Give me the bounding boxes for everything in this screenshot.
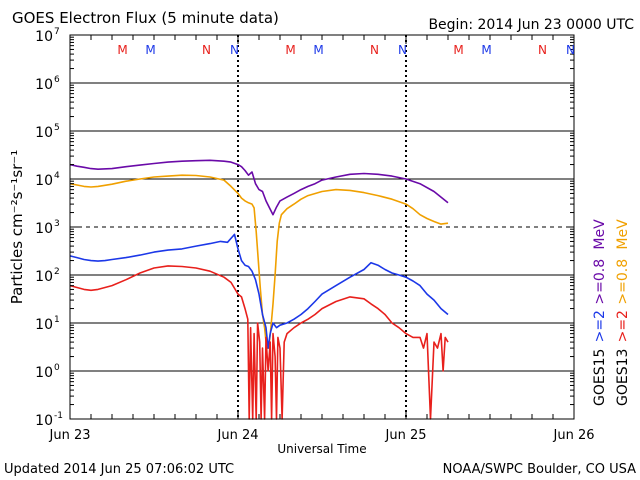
- x-tick-label: Jun 25: [385, 428, 427, 443]
- y-tick-label: 10: [35, 221, 53, 237]
- local-time-marker: M: [481, 43, 491, 57]
- y-tick-exponent: 1: [54, 315, 60, 325]
- series-line-0: [69, 159, 449, 216]
- y-axis-label: Particles cm⁻²s⁻¹sr⁻¹: [8, 150, 26, 304]
- y-tick-exponent: 3: [54, 219, 60, 229]
- legend-label: >=2: [592, 310, 608, 342]
- x-tick-label: Jun 23: [49, 428, 91, 443]
- local-time-marker: M: [285, 43, 295, 57]
- y-tick-label: 10: [35, 269, 53, 285]
- legend-label: GOES15: [592, 349, 608, 406]
- x-axis-label: Universal Time: [277, 442, 366, 456]
- series-line-2: [69, 233, 449, 349]
- legend-label: >=2: [615, 310, 631, 342]
- y-tick-label: 10: [35, 173, 53, 189]
- y-tick-exponent: 4: [54, 171, 60, 181]
- y-tick-label: 10: [35, 125, 53, 141]
- y-tick-exponent: 0: [54, 363, 60, 373]
- source-credit: NOAA/SWPC Boulder, CO USA: [443, 462, 636, 477]
- y-tick-label: 10: [35, 77, 53, 93]
- local-time-marker: N: [230, 43, 239, 57]
- legend-label: >=0.8: [615, 259, 631, 305]
- local-time-marker: N: [566, 43, 575, 57]
- begin-label: Begin: 2014 Jun 23 0000 UTC: [428, 17, 634, 33]
- local-time-marker: N: [202, 43, 211, 57]
- y-tick-label: 10: [35, 365, 53, 381]
- local-time-marker: N: [538, 43, 547, 57]
- updated-timestamp: Updated 2014 Jun 25 07:06:02 UTC: [4, 462, 234, 477]
- x-tick-label: Jun 24: [217, 428, 259, 443]
- series-line-1: [69, 174, 449, 349]
- local-time-marker: M: [453, 43, 463, 57]
- y-tick-label: 10: [35, 317, 53, 333]
- y-tick-exponent: 5: [54, 123, 60, 133]
- local-time-marker: M: [117, 43, 127, 57]
- y-tick-label: 10: [35, 413, 53, 429]
- y-tick-exponent: 7: [54, 27, 60, 37]
- x-tick-label: Jun 26: [553, 428, 595, 443]
- y-tick-exponent: 2: [54, 267, 60, 277]
- y-tick-label: 10: [35, 29, 53, 45]
- chart-title: GOES Electron Flux (5 minute data): [12, 9, 279, 27]
- legend-label: MeV: [592, 219, 608, 250]
- local-time-marker: M: [145, 43, 155, 57]
- y-tick-exponent: 6: [54, 75, 60, 85]
- local-time-marker: N: [370, 43, 379, 57]
- local-time-marker: M: [313, 43, 323, 57]
- y-tick-exponent: -1: [54, 411, 63, 421]
- legend-label: MeV: [615, 219, 631, 250]
- legend-label: >=0.8: [592, 259, 608, 305]
- local-time-marker: N: [398, 43, 407, 57]
- legend-label: GOES13: [615, 349, 631, 406]
